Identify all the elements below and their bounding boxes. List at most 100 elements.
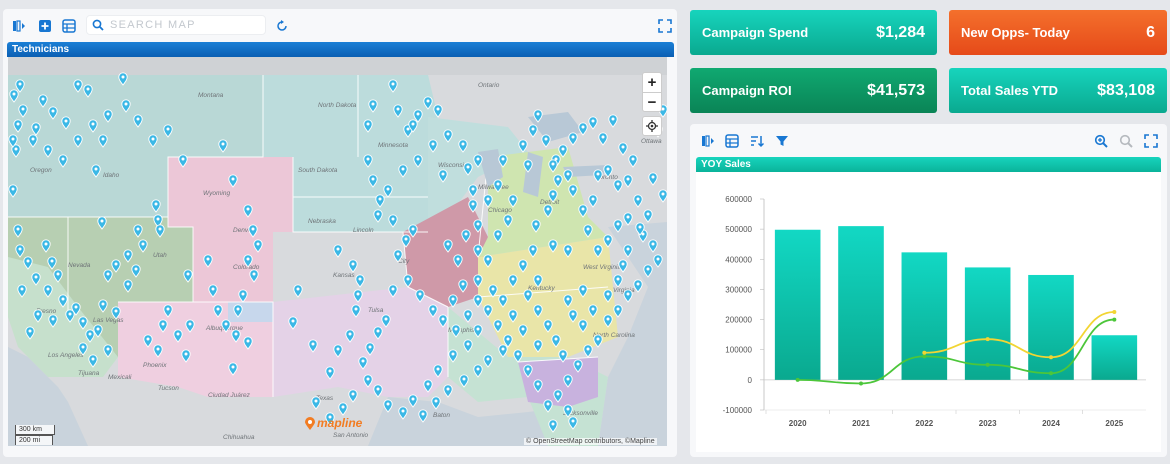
map-label: Kentucky — [528, 285, 555, 292]
line-point[interactable] — [922, 350, 927, 355]
map-label: Tucson — [158, 385, 179, 392]
bar-2024[interactable] — [1028, 274, 1074, 380]
bar-2021[interactable] — [838, 226, 884, 380]
y-tick-label: 200000 — [725, 316, 752, 325]
line-point[interactable] — [1049, 371, 1053, 376]
line-point[interactable] — [859, 381, 863, 386]
map-label: Jacksonville — [562, 410, 598, 417]
map-label: North Carolina — [593, 332, 635, 339]
bar-2023[interactable] — [964, 267, 1011, 380]
panel-toggle-icon[interactable] — [698, 131, 718, 151]
map-label: Baton — [433, 412, 450, 419]
map-label: Wyoming — [203, 190, 230, 197]
map-label: San Antonio — [333, 432, 369, 439]
logo-pin-icon — [305, 416, 315, 430]
bar-2022[interactable] — [901, 252, 948, 380]
kpi-campaign-spend[interactable]: Campaign Spend $1,284 — [690, 10, 937, 55]
chart-area: 600000 500000 400000 300000 200000 100000 0 -10… — [696, 172, 1161, 452]
map-label: Wisconsin — [438, 162, 468, 169]
map-label: Phoenix — [143, 362, 167, 369]
line-point[interactable] — [922, 354, 927, 359]
add-icon[interactable] — [35, 16, 55, 36]
scale-mi: 200 mi — [15, 435, 53, 445]
search-input[interactable] — [110, 19, 260, 31]
zoom-in-icon[interactable] — [1091, 131, 1111, 151]
kpi-value: $83,108 — [1097, 81, 1155, 99]
map-label: Mexicali — [108, 374, 132, 381]
bar-2020[interactable] — [774, 229, 821, 380]
map-label: Utah — [153, 252, 167, 259]
map-label: Tijuana — [78, 370, 100, 377]
y-tick-label: 600000 — [725, 195, 752, 204]
map-label: Ontario — [478, 82, 500, 89]
bar-2025[interactable] — [1091, 335, 1138, 380]
map-toolbar — [3, 9, 677, 43]
yoy-sales-chart: 600000 500000 400000 300000 200000 100000 0 -10… — [723, 195, 1146, 428]
map-label: North Dakota — [318, 102, 357, 109]
zoom-control: + − — [642, 72, 662, 112]
line-point[interactable] — [1112, 310, 1117, 315]
y-tick-label: 100000 — [725, 346, 752, 355]
kpi-label: Campaign ROI — [702, 83, 792, 98]
refresh-icon[interactable] — [272, 16, 292, 36]
x-tick-label: 2021 — [852, 419, 870, 428]
map-label: Nebraska — [308, 218, 336, 225]
map-label: Montana — [198, 92, 224, 99]
map-label: Chihuahua — [223, 434, 255, 441]
map-canvas[interactable]: Oregon Idaho Nevada Utah Wyoming Denver … — [8, 57, 667, 446]
map-attribution[interactable]: © OpenStreetMap contributors, ©Mapline — [524, 438, 657, 445]
map-label: Detroit — [540, 199, 560, 206]
fullscreen-icon[interactable] — [655, 16, 675, 36]
panel-toggle-icon[interactable] — [9, 16, 29, 36]
x-tick-label: 2022 — [915, 419, 933, 428]
map-label: Fresno — [36, 308, 57, 315]
kpi-new-opps-today[interactable]: New Opps- Today 6 — [949, 10, 1167, 55]
zoom-in-button[interactable]: + — [647, 74, 657, 91]
map-label: Memphis — [448, 327, 475, 334]
logo-text: mapline — [317, 416, 363, 430]
map-label: Colorado — [233, 264, 260, 271]
line-point[interactable] — [1049, 355, 1053, 360]
map-label: West Virginia — [583, 264, 621, 271]
x-tick-label: 2023 — [979, 419, 997, 428]
map-label: Kansas — [333, 272, 355, 279]
line-point[interactable] — [795, 377, 800, 382]
map-label: Minnesota — [378, 142, 408, 149]
zoom-out-button[interactable]: − — [643, 92, 661, 111]
map-label: Las Vegas — [93, 317, 124, 324]
map-label: Virginia — [613, 287, 635, 294]
line-point[interactable] — [1112, 317, 1117, 322]
table-icon[interactable] — [722, 131, 742, 151]
kpi-value: $41,573 — [867, 81, 925, 99]
line-point[interactable] — [985, 362, 990, 367]
map-label: Idaho — [103, 172, 120, 179]
map-search-box[interactable] — [86, 15, 266, 35]
line-series-1[interactable] — [797, 318, 1115, 385]
line-series-2[interactable] — [924, 311, 1115, 359]
kpi-campaign-roi[interactable]: Campaign ROI $41,573 — [690, 68, 937, 113]
chart-panel: YOY Sales 600000 500000 400000 300000 200000… — [690, 124, 1167, 457]
map-label: South Dakota — [298, 167, 338, 174]
map-label: Chicago — [488, 207, 512, 214]
map-label: Lincoln — [353, 227, 374, 234]
kpi-total-sales-ytd[interactable]: Total Sales YTD $83,108 — [949, 68, 1167, 113]
map-label: Tulsa — [368, 307, 384, 314]
zoom-out-icon[interactable] — [1116, 131, 1136, 151]
search-icon — [92, 19, 104, 31]
layer-title-bar[interactable]: Technicians — [7, 42, 674, 57]
map-label: Toronto — [596, 174, 618, 181]
x-tick-label: 2024 — [1042, 419, 1060, 428]
y-tick-label: 500000 — [725, 225, 752, 234]
locate-button[interactable] — [642, 116, 662, 136]
map-label: Ottawa — [641, 138, 662, 145]
filter-icon[interactable] — [772, 131, 792, 151]
map-label: Oregon — [30, 167, 52, 174]
scale-km: 300 km — [15, 425, 55, 435]
fullscreen-icon[interactable] — [1141, 131, 1161, 151]
line-point[interactable] — [985, 337, 990, 342]
kpi-value: $1,284 — [876, 23, 925, 41]
y-tick-label: -100000 — [723, 406, 753, 415]
sort-icon[interactable] — [747, 131, 767, 151]
chart-title-bar[interactable]: YOY Sales — [696, 157, 1161, 172]
table-icon[interactable] — [59, 16, 79, 36]
